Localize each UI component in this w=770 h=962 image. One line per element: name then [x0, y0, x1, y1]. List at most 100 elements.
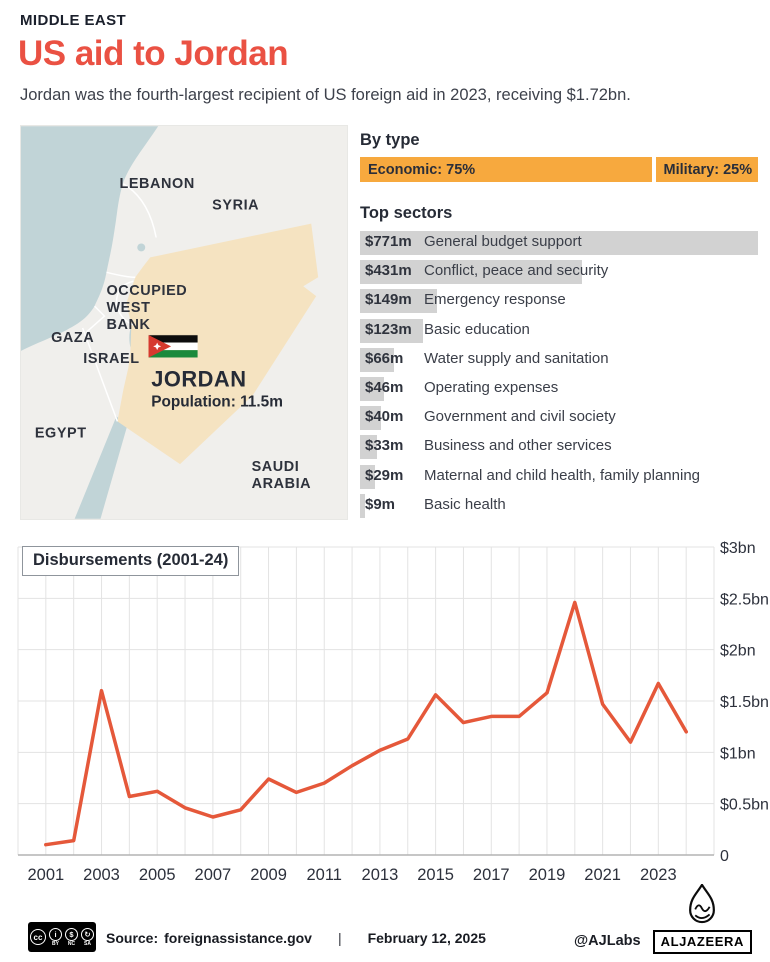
map-label-west-bank-3: BANK: [106, 317, 150, 333]
sector-value: $431m: [365, 262, 412, 280]
chart-y-tick-label: $1.5bn: [720, 694, 769, 711]
chart-x-tick-label: 2005: [139, 866, 176, 884]
map-label-egypt: EGYPT: [35, 425, 87, 441]
sector-label: General budget support: [424, 233, 582, 250]
ajlabs-credit: @AJLabs: [574, 933, 641, 949]
sector-label: Basic health: [424, 495, 506, 513]
map-label-west-bank-1: OCCUPIED: [106, 283, 187, 299]
chart-title-box: Disbursements (2001-24): [22, 546, 240, 576]
chart-x-tick-label: 2003: [83, 866, 120, 884]
sector-label: Water supply and sanitation: [424, 349, 609, 367]
top-sectors-heading: Top sectors: [360, 204, 453, 222]
map-label-saudi-1: SAUDI: [252, 459, 300, 475]
chart-x-tick-label: 2019: [529, 866, 566, 884]
chart-x-tick-label: 2021: [584, 866, 621, 884]
chart-x-tick-label: 2011: [306, 866, 341, 884]
chart-x-tick-label: 2007: [195, 866, 232, 884]
sector-value: $9m: [365, 495, 396, 513]
sector-value: $33m: [365, 437, 404, 455]
sector-bar: [360, 464, 375, 489]
sector-bar: [360, 406, 381, 431]
sector-label: Basic education: [424, 320, 530, 338]
jordan-shape: [117, 223, 319, 465]
sector-row: $149m Emergency response: [360, 287, 758, 316]
sea-of-galilee-shape: [137, 243, 146, 252]
sector-row: $29m Maternal and child health, family p…: [360, 463, 758, 492]
sector-label: Operating expenses: [424, 378, 559, 396]
sector-row: $9m Basic health: [360, 492, 758, 521]
chart-x-tick-label: 2023: [640, 866, 677, 884]
map-label-jordan: JORDAN: [151, 367, 246, 392]
sector-label: Government and civil society: [424, 408, 616, 426]
sector-bar: [360, 318, 424, 343]
chart-y-tick-label: $2bn: [720, 643, 756, 660]
chart-x-tick-label: 2015: [417, 866, 454, 884]
map-label-population: Population: 11.5m: [151, 393, 283, 410]
chart-y-tick-label: $2.5bn: [720, 591, 769, 608]
sector-value: $149m: [365, 291, 412, 309]
chart-x-tick-label: 2013: [362, 866, 399, 884]
chart-y-tick-label: 0: [720, 848, 729, 865]
chart-y-tick-label: $3bn: [720, 540, 756, 557]
map-label-saudi-2: ARABIA: [252, 476, 312, 492]
page-title: US aid to Jordan: [18, 34, 289, 73]
sector-row: $46m Operating expenses: [360, 375, 758, 404]
red-sea-shape: [74, 416, 128, 519]
sector-bar: [360, 493, 365, 518]
sector-bar: [360, 260, 583, 285]
top-sectors-list: $771m General budget support $431m Confl…: [360, 229, 758, 521]
aid-breakdown-panel: By type Economic: 75% Military: 25% Top …: [360, 131, 758, 523]
map-label-lebanon: LEBANON: [119, 176, 194, 192]
chart-y-tick-label: $1bn: [720, 745, 756, 762]
sector-row: $40m Government and civil society: [360, 404, 758, 433]
sector-bar: [360, 435, 378, 460]
source-line: Source: foreignassistance.gov | February 12…: [106, 930, 486, 946]
mediterranean-sea-shape: [21, 126, 159, 351]
sector-label: Emergency response: [424, 291, 566, 309]
map-label-syria: SYRIA: [212, 198, 259, 214]
sector-label: Business and other services: [424, 437, 612, 455]
sector-label: Conflict, peace and security: [424, 262, 609, 280]
chart-y-tick-label: $0.5bn: [720, 797, 769, 814]
chart-x-tick-label: 2009: [250, 866, 287, 884]
country-borders: [81, 183, 157, 422]
source-value: foreignassistance.gov: [164, 930, 312, 946]
sector-bar: [360, 231, 758, 255]
sector-row: $33m Business and other services: [360, 433, 758, 462]
by-type-heading: By type: [360, 131, 420, 149]
economic-segment: Economic: 75%: [360, 157, 652, 182]
sector-bar: [360, 347, 395, 372]
region-map: LEBANON SYRIA OCCUPIED WEST BANK GAZA IS…: [20, 125, 348, 520]
sector-value: $46m: [365, 378, 404, 396]
source-label: Source:: [106, 930, 159, 946]
aljazeera-logo-icon: [689, 884, 716, 924]
publish-date: February 12, 2025: [367, 930, 486, 946]
sector-row: $66m Water supply and sanitation: [360, 346, 758, 375]
disbursements-chart: $3bn $2.5bn $2bn $1.5bn $1bn $0.5bn 0 2001 2003 2…: [17, 540, 769, 884]
sector-label: Maternal and child health, family planni…: [424, 466, 700, 484]
sector-bar: [360, 376, 384, 401]
sector-row: $431m Conflict, peace and security: [360, 258, 758, 287]
map-label-west-bank-2: WEST: [106, 300, 150, 316]
chart-x-tick-label: 2001: [27, 866, 64, 884]
sector-value: $29m: [365, 466, 404, 484]
map-label-israel: ISRAEL: [83, 351, 139, 367]
sector-row: $123m Basic education: [360, 317, 758, 346]
source-separator: |: [337, 930, 342, 946]
page-subtitle: Jordan was the fourth-largest recipient …: [20, 86, 631, 104]
chart-x-tick-label: 2017: [473, 866, 510, 884]
cc-license-badge: cc i BY $ NC ↻ SA: [28, 922, 96, 952]
sector-value: $771m: [365, 233, 412, 250]
header-kicker: MIDDLE EAST: [20, 12, 127, 29]
military-segment: Military: 25%: [655, 157, 758, 182]
aljazeera-wordmark: ALJAZEERA: [652, 930, 752, 954]
aljazeera-credit-group: @AJLabs ALJAZEERA: [574, 884, 752, 954]
jordan-flag-icon: [147, 334, 199, 359]
cc-by-icon: i BY: [49, 927, 62, 947]
cc-nc-icon: $ NC: [65, 927, 78, 947]
chart-data-line: [44, 600, 688, 847]
sector-bar: [360, 289, 437, 314]
cc-icon: cc: [30, 929, 46, 945]
map-label-gaza: GAZA: [51, 330, 94, 346]
sector-value: $66m: [365, 349, 404, 367]
